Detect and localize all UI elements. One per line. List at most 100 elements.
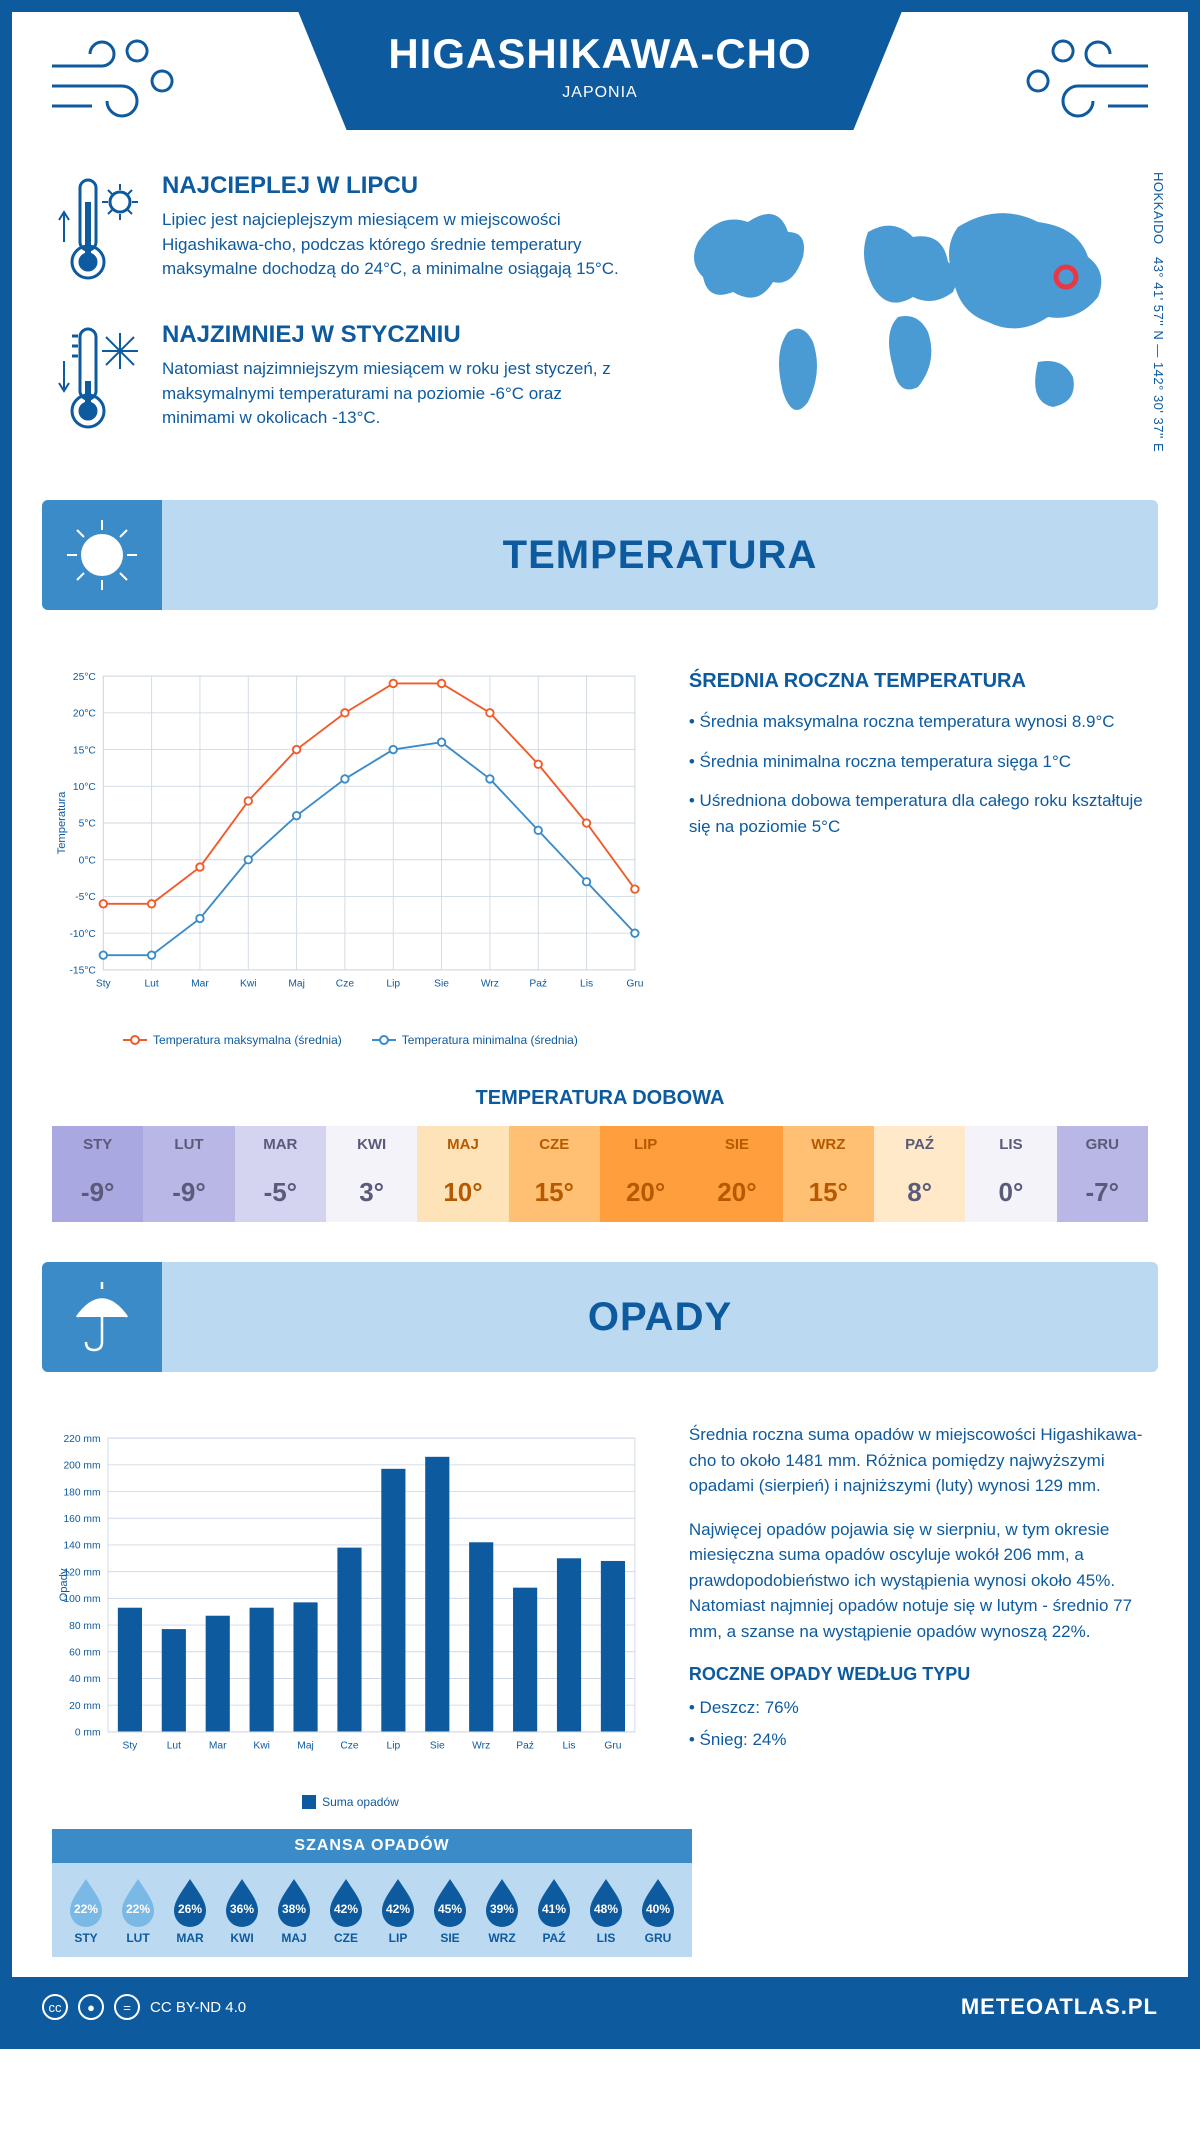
- svg-text:-15°C: -15°C: [70, 966, 97, 977]
- temperature-content: -15°C-10°C-5°C0°C5°C10°C15°C20°C25°CStyL…: [12, 610, 1188, 1077]
- month-cell: MAR-5°: [235, 1126, 326, 1222]
- temp-bullet: • Średnia minimalna roczna temperatura s…: [689, 749, 1148, 775]
- svg-text:22%: 22%: [74, 1902, 98, 1916]
- svg-text:80 mm: 80 mm: [69, 1621, 100, 1632]
- precip-paragraph: Średnia roczna suma opadów w miejscowośc…: [689, 1422, 1148, 1499]
- svg-text:Lis: Lis: [580, 979, 593, 990]
- svg-text:36%: 36%: [230, 1902, 254, 1916]
- svg-text:180 mm: 180 mm: [63, 1487, 100, 1498]
- thermometer-cold-icon: [52, 321, 142, 446]
- svg-text:42%: 42%: [334, 1902, 358, 1916]
- chance-cell: 48%LIS: [580, 1875, 632, 1945]
- temp-bullet: • Średnia maksymalna roczna temperatura …: [689, 709, 1148, 735]
- chance-cell: 39%WRZ: [476, 1875, 528, 1945]
- svg-text:Opady: Opady: [58, 1568, 70, 1601]
- chance-cell: 22%LUT: [112, 1875, 164, 1945]
- svg-text:Gru: Gru: [604, 1741, 621, 1752]
- svg-text:Sie: Sie: [434, 979, 449, 990]
- svg-text:15°C: 15°C: [73, 745, 97, 756]
- svg-text:26%: 26%: [178, 1902, 202, 1916]
- chance-cell: 38%MAJ: [268, 1875, 320, 1945]
- cold-title: NAJZIMNIEJ W STYCZNIU: [162, 321, 638, 349]
- svg-text:Kwi: Kwi: [240, 979, 257, 990]
- svg-text:160 mm: 160 mm: [63, 1514, 100, 1525]
- month-cell: SIE20°: [691, 1126, 782, 1222]
- svg-text:Wrz: Wrz: [481, 979, 499, 990]
- precip-chart-legend: Suma opadów: [52, 1795, 649, 1809]
- chance-cell: 40%GRU: [632, 1875, 684, 1945]
- svg-text:20 mm: 20 mm: [69, 1701, 100, 1712]
- cold-block: NAJZIMNIEJ W STYCZNIU Natomiast najzimni…: [52, 321, 638, 446]
- svg-text:39%: 39%: [490, 1902, 514, 1916]
- precip-type-item: • Deszcz: 76%: [689, 1695, 1148, 1721]
- svg-text:Sty: Sty: [96, 979, 112, 990]
- month-cell: WRZ15°: [783, 1126, 874, 1222]
- hot-text: Lipiec jest najcieplejszym miesiącem w m…: [162, 208, 638, 282]
- svg-text:Kwi: Kwi: [253, 1741, 270, 1752]
- svg-text:41%: 41%: [542, 1902, 566, 1916]
- precip-by-type: ROCZNE OPADY WEDŁUG TYPU • Deszcz: 76%• …: [689, 1664, 1148, 1752]
- cold-text: Natomiast najzimniejszym miesiącem w rok…: [162, 357, 638, 431]
- daily-temp-title: TEMPERATURA DOBOWA: [52, 1087, 1148, 1110]
- chance-cell: 26%MAR: [164, 1875, 216, 1945]
- svg-text:-10°C: -10°C: [70, 929, 97, 940]
- svg-text:Sie: Sie: [430, 1741, 445, 1752]
- wind-icon: [42, 36, 182, 136]
- precip-section-title: OPADY: [162, 1295, 1158, 1340]
- svg-text:220 mm: 220 mm: [63, 1434, 100, 1445]
- chance-title: SZANSA OPADÓW: [52, 1829, 692, 1863]
- svg-text:5°C: 5°C: [79, 819, 97, 830]
- svg-text:Lip: Lip: [387, 1741, 401, 1752]
- svg-text:Lis: Lis: [562, 1741, 575, 1752]
- temp-info-title: ŚREDNIA ROCZNA TEMPERATURA: [689, 670, 1148, 693]
- month-cell: PAŹ8°: [874, 1126, 965, 1222]
- svg-text:140 mm: 140 mm: [63, 1541, 100, 1552]
- precip-type-item: • Śnieg: 24%: [689, 1727, 1148, 1753]
- temperature-banner: TEMPERATURA: [42, 500, 1158, 610]
- chance-cell: 41%PAŹ: [528, 1875, 580, 1945]
- svg-text:-5°C: -5°C: [75, 892, 96, 903]
- svg-text:Maj: Maj: [297, 1741, 314, 1752]
- svg-text:0°C: 0°C: [79, 855, 97, 866]
- precipitation-chance: SZANSA OPADÓW 22%STY22%LUT26%MAR36%KWI38…: [52, 1829, 692, 1957]
- svg-text:Mar: Mar: [209, 1741, 227, 1752]
- coordinates: HOKKAIDO 43° 41' 57'' N — 142° 30' 37'' …: [1151, 172, 1166, 470]
- footer: cc ● = CC BY-ND 4.0 METEOATLAS.PL: [12, 1977, 1188, 2037]
- daily-temp-grid: STY-9°LUT-9°MAR-5°KWI3°MAJ10°CZE15°LIP20…: [52, 1126, 1148, 1222]
- site-name: METEOATLAS.PL: [961, 1994, 1158, 2020]
- page: HIGASHIKAWA-CHO JAPONIA: [0, 0, 1200, 2049]
- svg-text:38%: 38%: [282, 1902, 306, 1916]
- daily-temperature: TEMPERATURA DOBOWA STY-9°LUT-9°MAR-5°KWI…: [12, 1077, 1188, 1262]
- chance-cell: 45%SIE: [424, 1875, 476, 1945]
- intro-section: NAJCIEPLEJ W LIPCU Lipiec jest najcieple…: [12, 172, 1188, 500]
- umbrella-icon: [42, 1262, 162, 1372]
- thermometer-hot-icon: [52, 172, 142, 297]
- intro-text-column: NAJCIEPLEJ W LIPCU Lipiec jest najcieple…: [52, 172, 638, 470]
- svg-text:0 mm: 0 mm: [75, 1728, 101, 1739]
- temp-bullet: • Uśredniona dobowa temperatura dla całe…: [689, 788, 1148, 839]
- svg-text:10°C: 10°C: [73, 782, 97, 793]
- svg-text:60 mm: 60 mm: [69, 1648, 100, 1659]
- svg-text:Lut: Lut: [144, 979, 158, 990]
- svg-text:42%: 42%: [386, 1902, 410, 1916]
- temp-section-title: TEMPERATURA: [162, 533, 1158, 578]
- title-banner: HIGASHIKAWA-CHO JAPONIA: [298, 12, 901, 130]
- svg-text:Paź: Paź: [516, 1741, 534, 1752]
- svg-text:25°C: 25°C: [73, 672, 97, 683]
- license: cc ● = CC BY-ND 4.0: [42, 1994, 246, 2020]
- by-icon: ●: [78, 1994, 104, 2020]
- svg-text:Sty: Sty: [123, 1741, 139, 1752]
- month-cell: LUT-9°: [143, 1126, 234, 1222]
- header: HIGASHIKAWA-CHO JAPONIA: [12, 12, 1188, 172]
- wind-icon: [1018, 36, 1158, 136]
- svg-text:Cze: Cze: [340, 1741, 359, 1752]
- sun-icon: [42, 500, 162, 610]
- precipitation-bar-chart: 0 mm20 mm40 mm60 mm80 mm100 mm120 mm140 …: [52, 1402, 649, 1809]
- chance-cell: 42%LIP: [372, 1875, 424, 1945]
- hot-title: NAJCIEPLEJ W LIPCU: [162, 172, 638, 200]
- nd-icon: =: [114, 1994, 140, 2020]
- precip-paragraph: Najwięcej opadów pojawia się w sierpniu,…: [689, 1517, 1148, 1645]
- hot-block: NAJCIEPLEJ W LIPCU Lipiec jest najcieple…: [52, 172, 638, 297]
- svg-text:22%: 22%: [126, 1902, 150, 1916]
- svg-text:Paź: Paź: [529, 979, 547, 990]
